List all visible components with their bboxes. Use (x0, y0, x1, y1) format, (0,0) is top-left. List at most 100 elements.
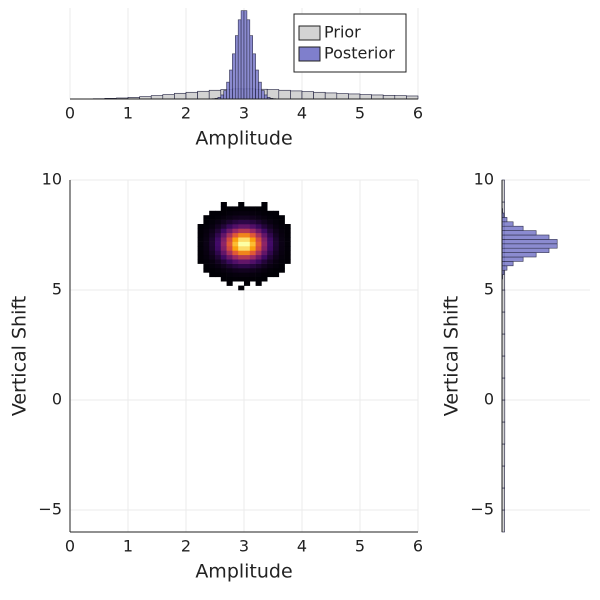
heat-cell (209, 210, 216, 216)
heat-cell (215, 237, 222, 242)
heat-cell (255, 268, 262, 273)
heat-cell (261, 263, 268, 269)
heat-cell (267, 228, 274, 234)
heat-cell (232, 254, 239, 260)
heat-cell (278, 259, 285, 264)
heat-cell (278, 246, 285, 251)
bar (232, 53, 236, 100)
heat-cell (226, 206, 233, 212)
heat-cell (244, 232, 251, 238)
y-axis-label: Vertical Shift (9, 296, 31, 416)
heat-cell (244, 263, 251, 269)
bar (229, 69, 233, 100)
heat-cell (232, 219, 239, 225)
y-tick-label: 5 (52, 280, 62, 299)
heat-cell (278, 268, 285, 273)
heat-cell (255, 281, 262, 286)
heat-cell (209, 237, 216, 242)
heat-cell (238, 232, 245, 238)
heat-cell (203, 268, 210, 273)
bar (371, 94, 384, 100)
series (501, 203, 558, 280)
bar (150, 95, 164, 100)
legend-box (293, 13, 407, 73)
y-tick-label: 0 (484, 390, 494, 409)
heat-cell (215, 224, 222, 229)
heat-cell (209, 215, 216, 220)
heat-cell (255, 241, 262, 247)
bar (301, 91, 314, 100)
heat-cell (238, 219, 245, 225)
heat-cell (226, 268, 233, 273)
heat-cell (273, 254, 280, 260)
bar (501, 252, 537, 258)
heat-cell (220, 254, 227, 260)
heat-cell (273, 232, 280, 238)
heat-cell (261, 224, 268, 229)
bar (185, 91, 198, 100)
heat-cell (261, 268, 268, 273)
heat-cell (273, 263, 280, 269)
heat-cell (220, 241, 227, 247)
heat-cell (232, 232, 239, 238)
bar (226, 81, 230, 100)
heat-cell (244, 224, 251, 229)
heat-cell (220, 268, 227, 273)
heat-cell (197, 250, 204, 256)
heat-cell (278, 232, 285, 238)
heat-cell (284, 237, 291, 242)
x-axis-label: Amplitude (195, 128, 292, 150)
heat-cell (226, 250, 233, 256)
heat-cell (197, 254, 204, 260)
bar (501, 221, 514, 227)
heat-cell (226, 210, 233, 216)
x-axis-label: Amplitude (195, 561, 292, 583)
heat-cell (238, 263, 245, 269)
heat-cell (232, 215, 239, 220)
heat-cell (238, 202, 245, 207)
heat-cell (244, 281, 251, 286)
legend-swatch (298, 46, 321, 62)
heat-cell (261, 219, 268, 225)
heat-cell (273, 210, 280, 216)
heat-cell (238, 259, 245, 264)
heat-cell (226, 246, 233, 251)
heat-cell (226, 237, 233, 242)
heat-cell (249, 206, 256, 212)
heat-cell (232, 228, 239, 234)
heat-cell (278, 250, 285, 256)
heat-cell (215, 272, 222, 278)
heat-cell (215, 219, 222, 225)
bar (252, 53, 256, 100)
heat-cell (238, 272, 245, 278)
heat-cell (203, 241, 210, 247)
heat-cell (232, 237, 239, 242)
heat-cell (249, 232, 256, 238)
heat-cell (197, 232, 204, 238)
heat-cell (220, 202, 227, 207)
heat-cell (215, 250, 222, 256)
heat-cell (244, 250, 251, 256)
heat-cell (261, 202, 268, 207)
heat-cell (215, 241, 222, 247)
heat-cell (203, 259, 210, 264)
heat-cell (232, 259, 239, 264)
heat-cell (215, 254, 222, 260)
heat-cell (220, 276, 227, 282)
heat-cell (244, 206, 251, 212)
x-tick-label: 1 (123, 104, 133, 123)
bar (162, 94, 175, 100)
heat-cell (244, 259, 251, 264)
heat-cell (220, 246, 227, 251)
heat-cell (209, 250, 216, 256)
heat-cell (220, 263, 227, 269)
heat-cell (232, 224, 239, 229)
heat-cell (226, 232, 233, 238)
heat-cell (238, 237, 245, 242)
heat-cell (249, 210, 256, 216)
heat-cell (226, 276, 233, 282)
heat-cell (261, 215, 268, 220)
heat-cell (267, 263, 274, 269)
x-tick-label: 5 (355, 537, 365, 556)
heat-cell (261, 259, 268, 264)
